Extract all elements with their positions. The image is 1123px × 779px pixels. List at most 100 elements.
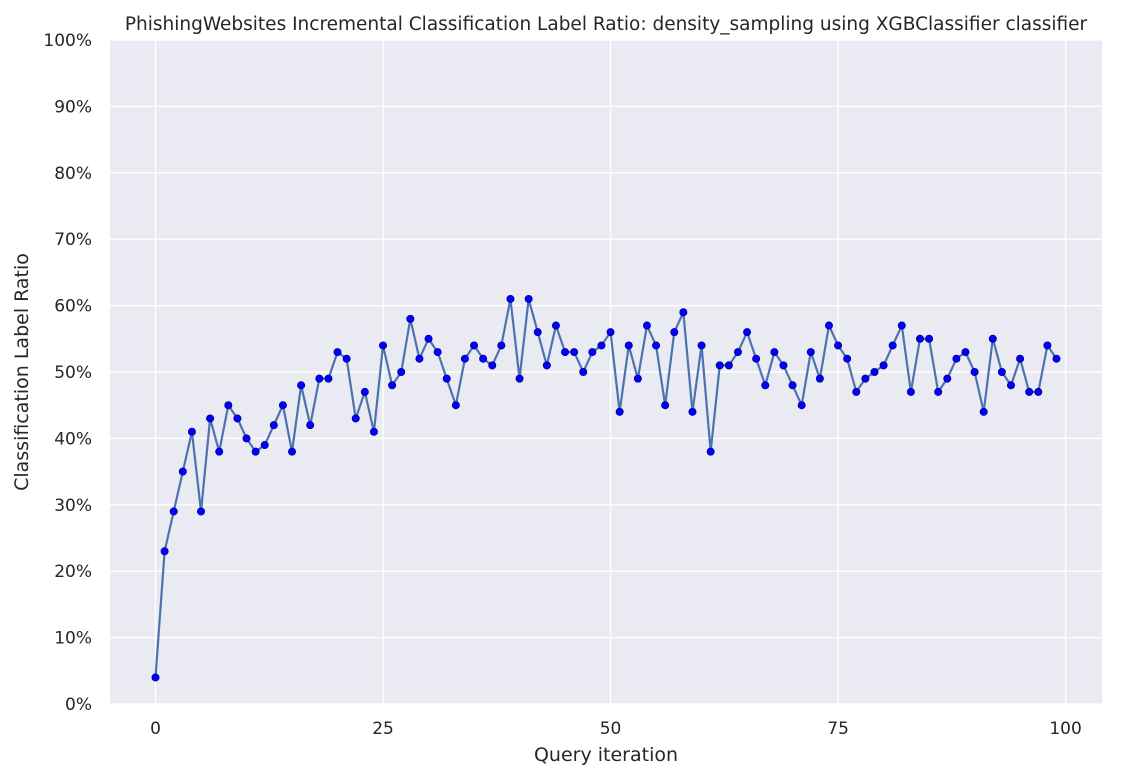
data-point (888, 341, 897, 350)
data-point (533, 328, 542, 337)
data-point (406, 314, 415, 323)
data-point (151, 673, 160, 682)
grid-lines (110, 39, 1102, 705)
data-point (488, 361, 497, 370)
y-tick-label: 80% (54, 164, 92, 184)
data-point (1025, 387, 1034, 396)
y-tick-label: 100% (43, 31, 92, 51)
y-axis-ticks: 0% 10% 20% 30% 40% 50% 60% 70% 80% 90% 100% (43, 31, 92, 715)
data-point (879, 361, 888, 370)
data-point (943, 374, 952, 383)
data-point (670, 328, 679, 337)
data-point (306, 421, 315, 430)
data-point (497, 341, 506, 350)
data-point (397, 367, 406, 376)
data-point (870, 367, 879, 376)
data-point (288, 447, 297, 456)
data-point (1006, 381, 1015, 390)
data-point (897, 321, 906, 330)
data-point (752, 354, 761, 363)
data-point (360, 387, 369, 396)
data-point (606, 328, 615, 337)
data-point (733, 348, 742, 357)
data-point (706, 447, 715, 456)
data-point (297, 381, 306, 390)
data-point (460, 354, 469, 363)
y-tick-label: 30% (54, 496, 92, 516)
data-point (925, 334, 934, 343)
data-point (506, 294, 515, 303)
data-point (451, 401, 460, 410)
data-point (433, 348, 442, 357)
data-point (1043, 341, 1052, 350)
data-point (934, 387, 943, 396)
data-point (961, 348, 970, 357)
data-point (688, 407, 697, 416)
data-point (861, 374, 870, 383)
x-tick-label: 0 (150, 719, 161, 739)
data-point (724, 361, 733, 370)
data-point (1052, 354, 1061, 363)
data-point (424, 334, 433, 343)
y-tick-label: 10% (54, 629, 92, 649)
x-tick-label: 75 (827, 719, 849, 739)
data-point (178, 467, 187, 476)
data-point (597, 341, 606, 350)
x-tick-label: 25 (372, 719, 394, 739)
data-point (278, 401, 287, 410)
y-tick-label: 50% (54, 363, 92, 383)
series-group (151, 294, 1061, 682)
data-point (824, 321, 833, 330)
data-point (215, 447, 224, 456)
data-point (233, 414, 242, 423)
data-point (788, 381, 797, 390)
data-point (260, 441, 269, 450)
data-point (251, 447, 260, 456)
data-point (269, 421, 278, 430)
series-line (154, 297, 1058, 678)
data-point (815, 374, 824, 383)
x-axis-ticks: 0 25 50 75 100 (150, 719, 1082, 739)
y-tick-label: 20% (54, 562, 92, 582)
data-point (369, 427, 378, 436)
data-point (579, 367, 588, 376)
data-point (915, 334, 924, 343)
data-point (1016, 354, 1025, 363)
data-point (224, 401, 233, 410)
data-point (588, 348, 597, 357)
data-point (242, 434, 251, 443)
chart-title: PhishingWebsites Incremental Classificat… (125, 14, 1088, 35)
data-point (697, 341, 706, 350)
data-point (351, 414, 360, 423)
data-point (715, 361, 724, 370)
data-point (743, 328, 752, 337)
y-axis-label: Classification Label Ratio (11, 253, 33, 491)
data-point (633, 374, 642, 383)
data-point (470, 341, 479, 350)
data-point (970, 367, 979, 376)
data-point (952, 354, 961, 363)
data-point (415, 354, 424, 363)
data-point (524, 294, 533, 303)
data-point (561, 348, 570, 357)
data-point (315, 374, 324, 383)
y-tick-label: 40% (54, 429, 92, 449)
data-point (169, 507, 178, 516)
data-point (779, 361, 788, 370)
data-point (761, 381, 770, 390)
data-point (160, 547, 169, 556)
x-tick-label: 50 (600, 719, 622, 739)
data-point (988, 334, 997, 343)
y-tick-label: 60% (54, 297, 92, 317)
data-point (388, 381, 397, 390)
data-point (442, 374, 451, 383)
data-point (379, 341, 388, 350)
data-point (197, 507, 206, 516)
data-point (834, 341, 843, 350)
data-point (333, 348, 342, 357)
data-point (542, 361, 551, 370)
y-tick-label: 90% (54, 97, 92, 117)
data-point (570, 348, 579, 357)
data-point (679, 308, 688, 317)
